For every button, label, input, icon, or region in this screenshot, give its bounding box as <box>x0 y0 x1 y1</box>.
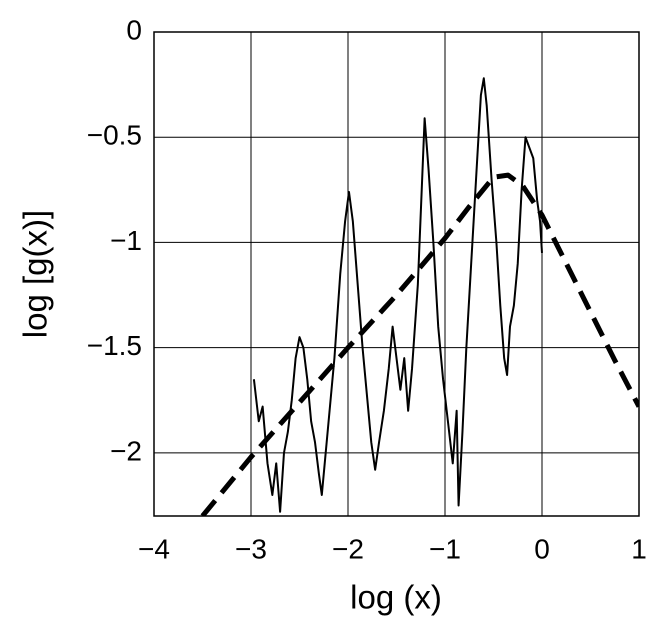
x-tick-label: 0 <box>534 533 550 564</box>
y-tick-label: −1 <box>110 225 142 256</box>
x-tick-label: −3 <box>235 533 267 564</box>
y-tick-label: −2 <box>110 435 142 466</box>
x-tick-label: −4 <box>138 533 170 564</box>
y-tick-label: 0 <box>126 14 142 45</box>
y-axis-title: log [g(x)] <box>17 210 54 338</box>
x-axis-title: log (x) <box>350 579 442 616</box>
dashed-line <box>200 172 639 516</box>
x-tick-label: 1 <box>631 533 647 564</box>
y-tick-label: −1.5 <box>87 330 142 361</box>
plot-frame <box>153 31 640 517</box>
x-tick-label: −2 <box>332 533 364 564</box>
y-tick-label: −0.5 <box>87 120 142 151</box>
x-tick-label: −1 <box>429 533 461 564</box>
data-line <box>252 77 543 513</box>
